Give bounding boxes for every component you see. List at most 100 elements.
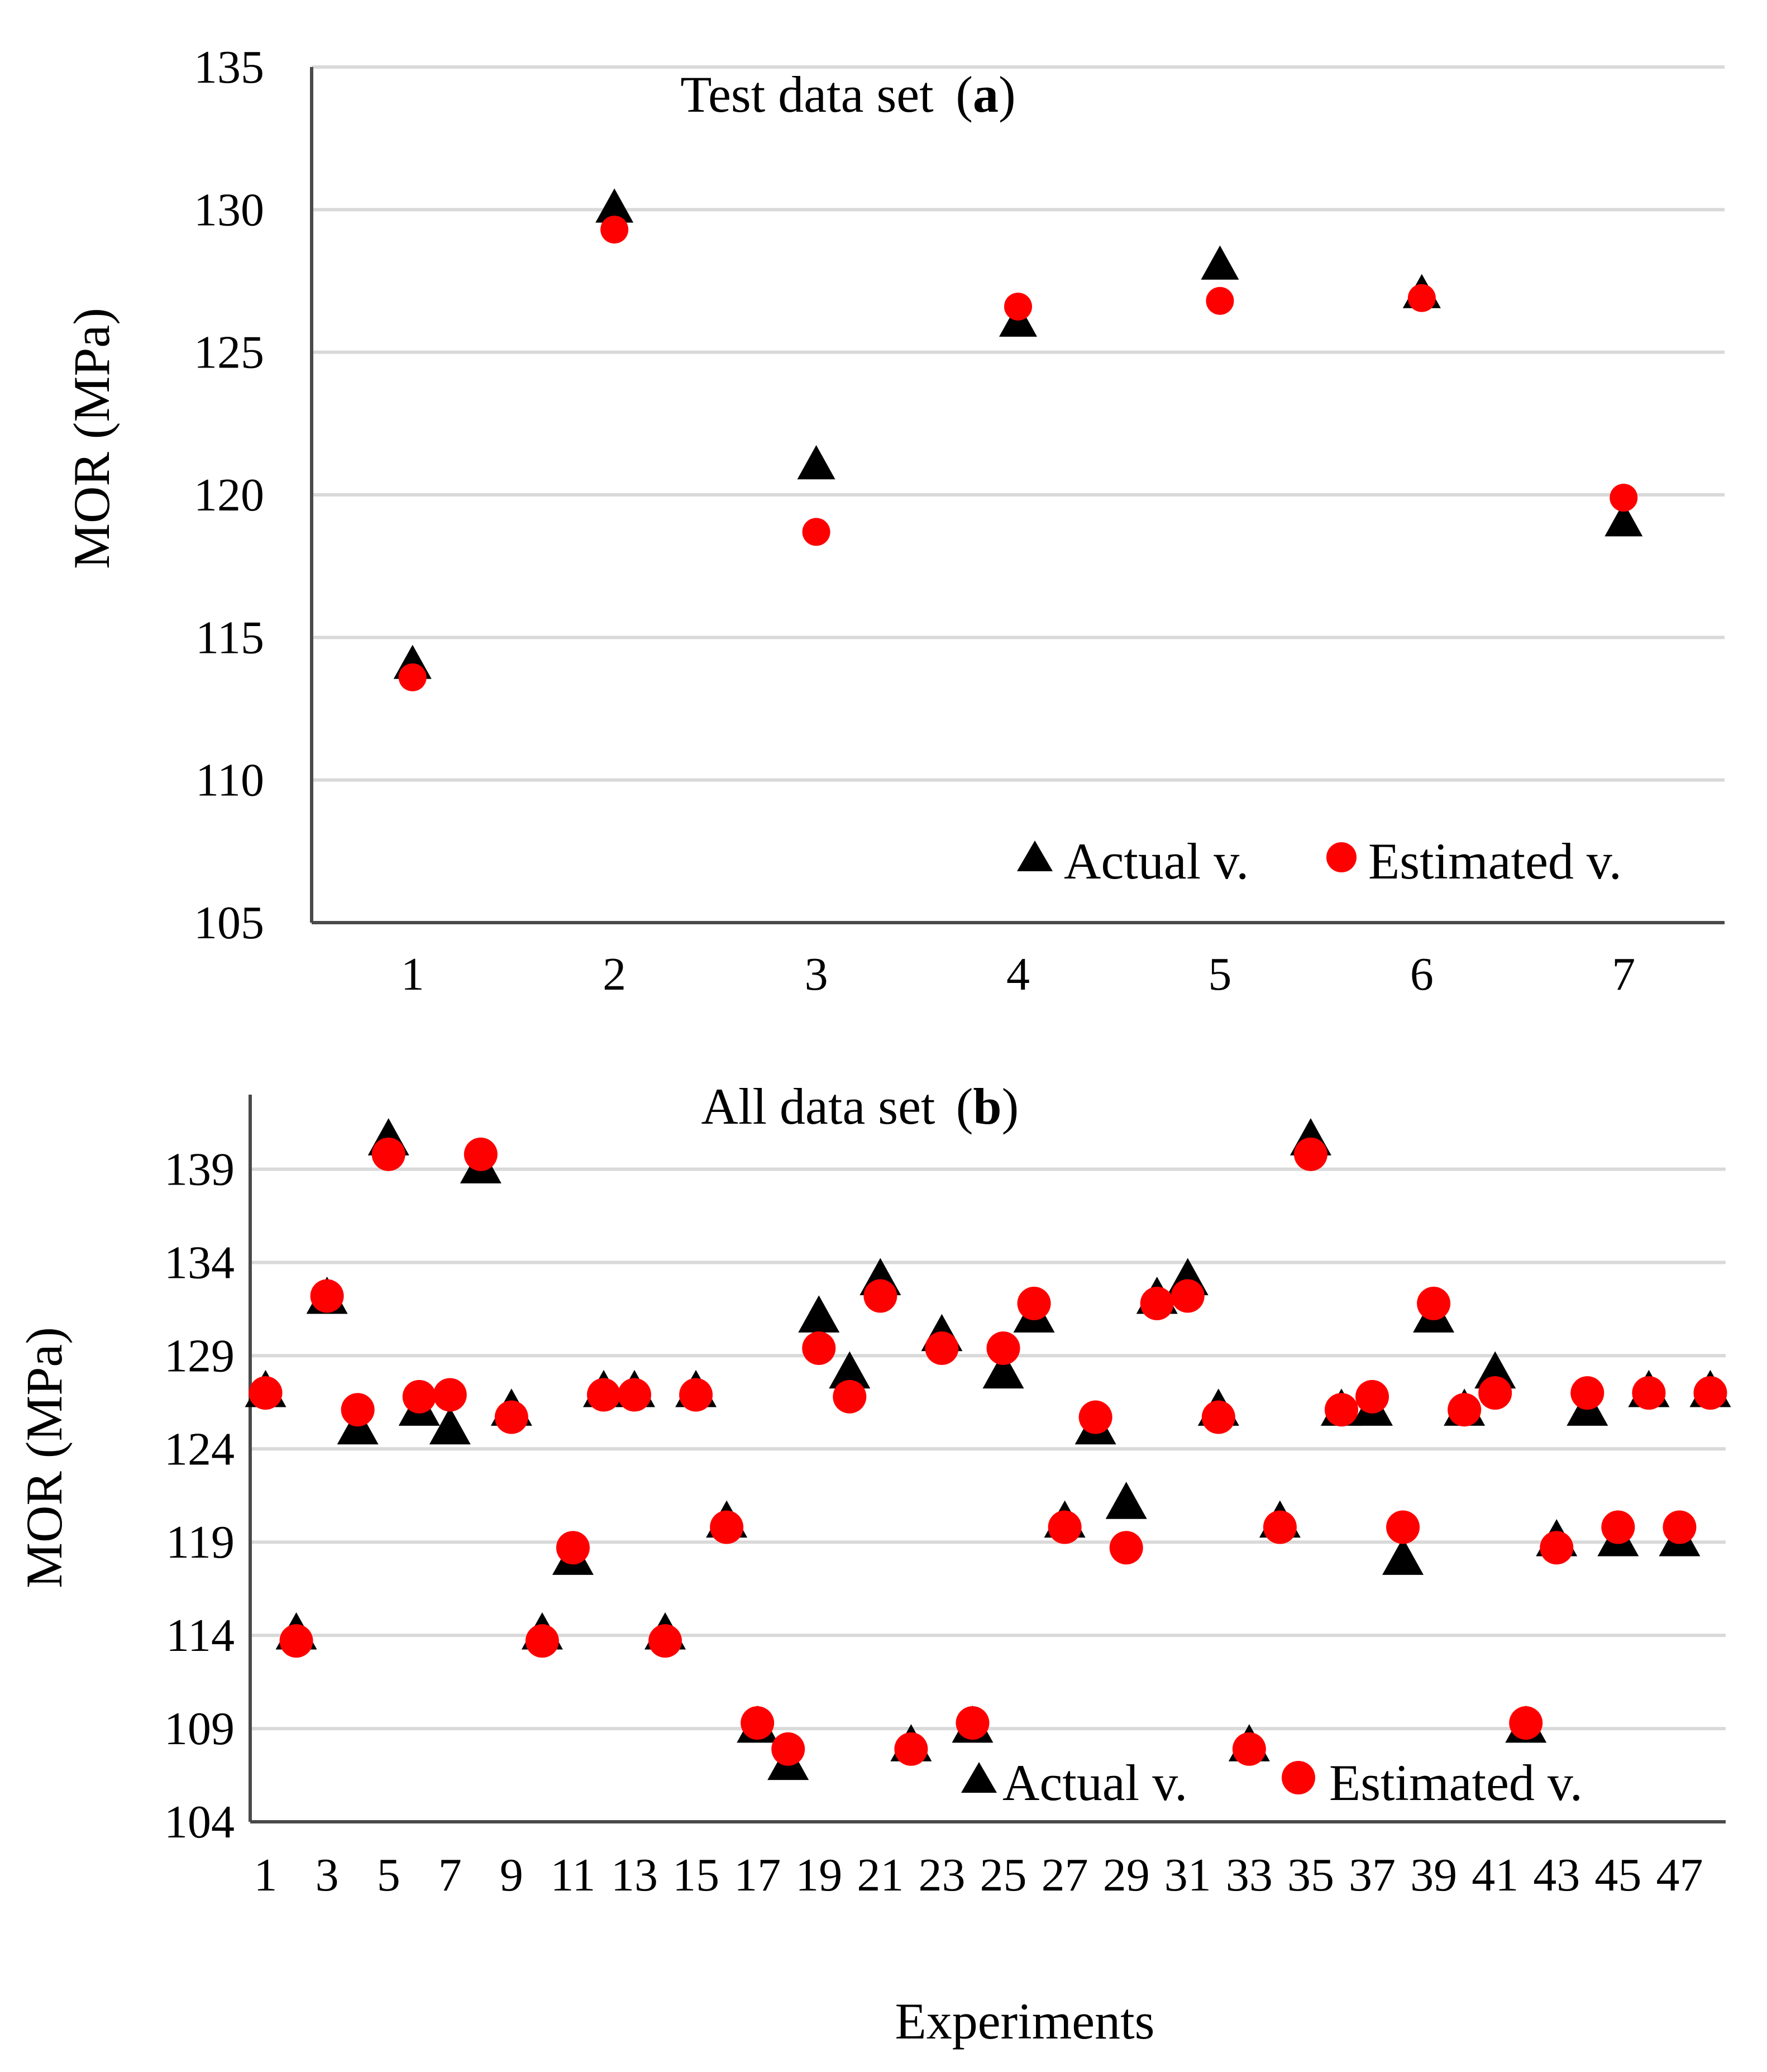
panel-b-estimated-point [464,1137,498,1171]
panel-a-title: Test data set [680,66,934,123]
panel-b-estimated-point [1109,1531,1143,1565]
panel-a-y-axis-title: MOR (MPa) [63,308,120,569]
panel-b-y-tick-label: 124 [164,1423,235,1475]
panel-b-estimated-point [802,1331,836,1366]
panel-a-estimated-point [1610,484,1638,512]
panel-b-estimated-point [1601,1510,1635,1544]
panel-b-y-axis-title: MOR (MPa) [16,1327,73,1588]
panel-b-estimated-point [1632,1376,1666,1410]
panel-b-x-tick-label: 29 [1103,1849,1150,1901]
panel-b-y-tick-label: 114 [166,1610,235,1662]
panel-b-actual-point [1105,1482,1147,1519]
panel-b-label: (b) [956,1078,1019,1135]
panel-a-actual-point [797,445,835,480]
panel-b-estimated-point [925,1331,959,1366]
panel-b-estimated-point [956,1706,990,1740]
panel-b-x-tick-label: 17 [734,1849,781,1901]
panel-b-x-tick-labels: 1 3 5 7 9 11 13 15 17 19 21 23 25 27 29 31 33 35 37 39 41 43 4… [254,1849,1703,1901]
panel-a-x-tick-label: 4 [1006,948,1030,1000]
panel-b-estimated-point [741,1706,775,1740]
panel-b-estimated-point [771,1732,805,1766]
panel-a-actual-point [1201,245,1239,280]
panel-a-y-tick-label: 110 [195,755,264,806]
panel-b-title: All data set [701,1078,935,1135]
panel-a-estimated-point [600,216,629,244]
panel-b-estimated-point [371,1137,405,1171]
panel-a-letter: a [973,66,999,123]
panel-b-estimated-point [986,1331,1020,1366]
panel-b-estimated-point [1570,1376,1604,1410]
panel-a-series-estimated [398,216,1638,691]
panel-b-estimated-point [556,1531,590,1565]
panel-a-legend-actual-label: Actual v. [1064,833,1249,890]
panel-b-estimated-point [1078,1400,1112,1434]
panel-b-y-tick-labels: 104 109 114 119 124 129 134 139 [164,1144,235,1848]
panel-b-estimated-point [1478,1376,1512,1410]
panel-a-y-tick-label: 120 [194,469,264,521]
panel-b-estimated-point [1417,1286,1451,1320]
panel-b-x-tick-label: 35 [1287,1849,1334,1901]
panel-a-x-tick-label: 6 [1410,948,1434,1000]
panel-b-estimated-point [1201,1400,1235,1434]
panel-a-x-tick-label: 1 [401,948,424,1000]
panel-b-estimated-point [1693,1376,1727,1410]
panel-a-estimated-point [802,518,830,546]
panel-b-estimated-point [1140,1286,1174,1320]
panel-a-estimated-point [1206,287,1234,315]
panel-a-actual-point [1604,502,1643,537]
panel-b-estimated-point [1171,1279,1205,1313]
panel-b-estimated-point [433,1378,467,1412]
panel-a-series-actual [393,188,1643,679]
panel-a-y-tick-labels: 105 110 115 120 125 130 135 [194,41,264,949]
panel-b-x-tick-label: 19 [795,1849,842,1901]
panel-b-x-tick-label: 1 [254,1849,278,1901]
panel-a-y-tick-label: 130 [194,184,264,236]
panel-b-estimated-point [833,1379,867,1414]
panel-b-estimated-point [648,1624,682,1658]
panel-b-y-tick-label: 139 [164,1144,235,1196]
panel-b-y-tick-label: 104 [164,1796,235,1848]
panel-b-x-tick-label: 11 [550,1849,595,1901]
panel-b-x-tick-label: 9 [500,1849,523,1901]
panel-b-estimated-point [1663,1510,1697,1544]
panel-b-estimated-point [618,1378,652,1412]
panel-b-y-tick-label: 134 [164,1236,235,1288]
panel-b-actual-point [1474,1351,1516,1389]
panel-a-estimated-point [398,663,427,691]
panel-b-x-tick-label: 37 [1349,1849,1396,1901]
panel-b-x-tick-label: 25 [980,1849,1027,1901]
panel-a-x-tick-label: 3 [805,948,828,1000]
panel-b-y-tick-label: 109 [164,1703,235,1755]
panel-b-estimated-point [1048,1510,1082,1544]
panel-b-actual-point [982,1351,1024,1389]
panel-a-y-tick-label: 115 [195,612,264,663]
panel-b-actual-point [829,1351,871,1389]
panel-a-legend-actual-triangle-icon [1017,841,1053,871]
panel-b-estimated-point [402,1379,436,1414]
panel-b-letter: b [973,1078,1001,1135]
panel-a-x-tick-labels: 1 2 3 4 5 6 7 [401,948,1636,1000]
panel-b-estimated-point [249,1376,283,1410]
panel-a-gridlines [312,65,1725,782]
panel-a-legend-estimated-circle-icon [1326,842,1357,872]
panel-b-estimated-point [1509,1706,1543,1740]
panel-b-x-tick-label: 33 [1226,1849,1273,1901]
panel-b-actual-point [798,1295,840,1333]
panel-b-legend-actual-label: Actual v. [1002,1754,1187,1811]
panel-b-x-tick-label: 31 [1164,1849,1211,1901]
panel-b-estimated-point [1293,1137,1327,1171]
panel-b-actual-point [429,1407,471,1445]
panel-b-estimated-point [310,1279,344,1313]
panel-b-y-tick-label: 129 [164,1330,235,1382]
panel-b-x-tick-label: 3 [316,1849,339,1901]
panel-b-x-axis-title: Experiments [895,1993,1155,2050]
panel-a-x-tick-label: 5 [1208,948,1231,1000]
panel-b-gridlines [250,1167,1726,1731]
panel-a-estimated-point [1407,284,1436,312]
panel-a-legend: Actual v. Estimated v. [1017,833,1622,890]
panel-b-estimated-point [1263,1510,1297,1544]
panel-b-y-tick-label: 119 [166,1516,235,1568]
panel-b-x-tick-label: 7 [438,1849,462,1901]
